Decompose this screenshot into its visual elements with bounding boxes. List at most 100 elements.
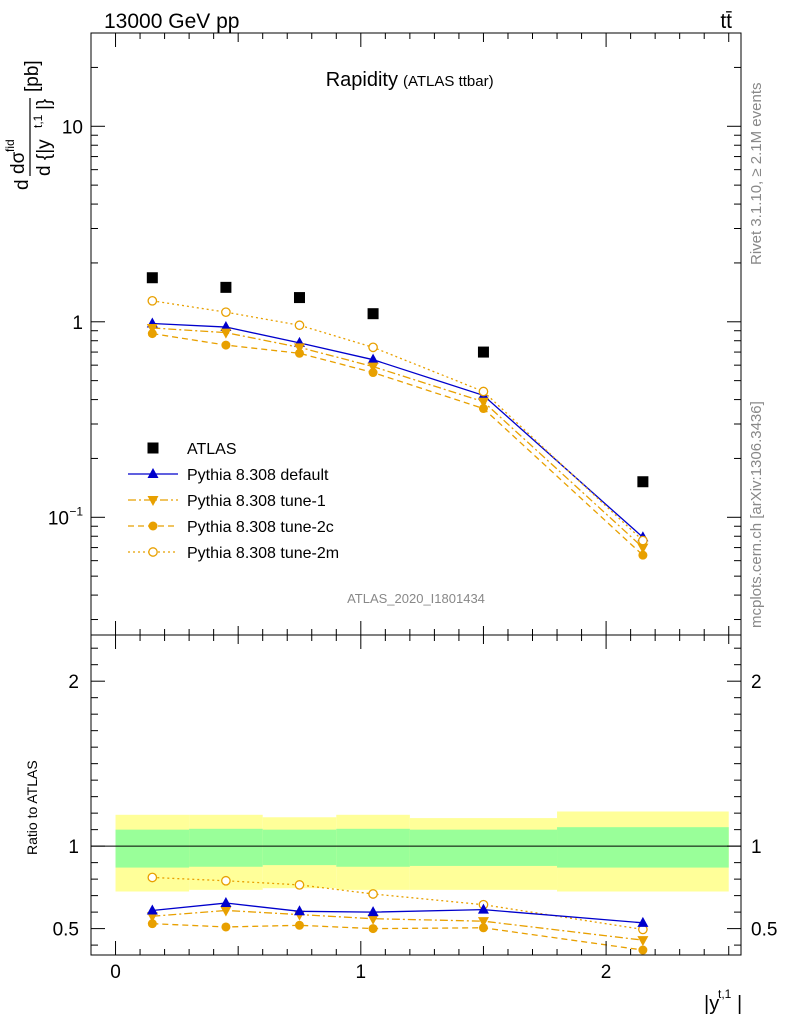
series-line-pythia-8-308-tune-1 bbox=[152, 327, 644, 549]
ratio-point-pythia-8-308-default bbox=[146, 904, 158, 915]
legend-label-pythia-8-308-tune-2m: Pythia 8.308 tune-2m bbox=[187, 545, 339, 562]
data-point-pythia-8-308-tune-2m bbox=[638, 535, 648, 546]
ratio-line-pythia-8-308-tune-2m bbox=[152, 876, 643, 931]
data-point-pythia-8-308-tune-1 bbox=[637, 543, 649, 554]
uncertainty-band-inner bbox=[262, 829, 337, 866]
ratio-point-pythia-8-308-default bbox=[477, 903, 489, 914]
ratio-panel-frame bbox=[90, 634, 742, 956]
ratio-y-tick-label: 2 bbox=[68, 672, 79, 693]
main-panel-series bbox=[146, 272, 649, 560]
legend-marker-pythia-8-308-tune-2c bbox=[148, 521, 158, 531]
x-axis-label-main: |y bbox=[704, 993, 719, 1015]
ratio-point-pythia-8-308-tune-2c bbox=[147, 919, 157, 929]
main-y-label-denominator-tail: |} bbox=[34, 99, 55, 110]
ratio-point-pythia-8-308-default bbox=[637, 916, 649, 927]
series-line-pythia-8-308-default bbox=[152, 322, 644, 538]
ratio-point-pythia-8-308-default bbox=[220, 897, 232, 908]
data-point-pythia-8-308-tune-1 bbox=[220, 328, 232, 339]
data-point-atlas bbox=[477, 346, 489, 358]
y-tick-label: 1 bbox=[72, 313, 83, 334]
x-axis-label: |y t,1 | bbox=[704, 987, 742, 1015]
main-y-label-d-top: d bbox=[12, 179, 33, 190]
x-tick-label: 0 bbox=[110, 962, 121, 983]
data-point-atlas bbox=[637, 476, 649, 488]
data-point-pythia-8-308-tune-2m bbox=[478, 386, 489, 397]
data-point-pythia-8-308-tune-2c bbox=[147, 329, 157, 339]
ratio-point-pythia-8-308-tune-2m bbox=[221, 875, 231, 886]
data-point-atlas bbox=[146, 272, 158, 284]
main-y-label-denominator: d {|y bbox=[34, 139, 55, 176]
legend-label-pythia-8-308-tune-2c: Pythia 8.308 tune-2c bbox=[187, 519, 334, 536]
ratio-point-pythia-8-308-tune-2c bbox=[478, 923, 488, 933]
data-point-pythia-8-308-tune-2c bbox=[221, 340, 231, 350]
ratio-panel-bands bbox=[91, 811, 741, 892]
ratio-point-pythia-8-308-tune-1 bbox=[637, 936, 649, 947]
legend-marker-pythia-8-308-default bbox=[147, 468, 159, 478]
ratio-point-pythia-8-308-tune-1 bbox=[477, 917, 489, 928]
data-point-pythia-8-308-tune-1 bbox=[293, 343, 305, 354]
ratio-point-pythia-8-308-tune-2c bbox=[638, 945, 648, 955]
main-y-label-denominator-sup: t,1 bbox=[31, 114, 45, 128]
ratio-line-pythia-8-308-tune-2c bbox=[152, 923, 643, 951]
y-tick-label-exponent: −1 bbox=[69, 504, 83, 518]
ratio-point-pythia-8-308-default bbox=[293, 905, 305, 916]
x-axis-label-tail: | bbox=[737, 993, 742, 1015]
ratio-point-pythia-8-308-tune-2m bbox=[368, 889, 378, 899]
x-tick-label: 2 bbox=[601, 962, 612, 983]
x-tick-label: 1 bbox=[356, 962, 367, 983]
data-point-atlas bbox=[220, 281, 232, 293]
main-y-label: d dσ fid d {|y t,1 |} [pb] bbox=[3, 60, 55, 190]
ratio-panel-series bbox=[146, 872, 649, 955]
data-point-pythia-8-308-tune-2c bbox=[638, 550, 648, 560]
data-point-atlas bbox=[367, 308, 379, 320]
ratio-point-pythia-8-308-default bbox=[367, 906, 379, 917]
ratio-point-pythia-8-308-tune-1 bbox=[146, 912, 158, 923]
uncertainty-band-inner bbox=[115, 829, 190, 868]
data-point-pythia-8-308-default bbox=[220, 321, 232, 332]
x-axis-label-sup: t,1 bbox=[718, 987, 732, 1001]
y-tick-label: 10 bbox=[48, 508, 69, 529]
uncertainty-band-inner bbox=[557, 827, 729, 868]
data-point-pythia-8-308-tune-2c bbox=[368, 368, 378, 378]
main-y-label-unit: [pb] bbox=[22, 60, 43, 92]
ratio-point-pythia-8-308-tune-2c bbox=[294, 920, 304, 930]
analysis-watermark: ATLAS_2020_I1801434 bbox=[347, 591, 485, 606]
ratio-line-pythia-8-308-default bbox=[152, 902, 643, 924]
data-point-pythia-8-308-tune-2m bbox=[368, 342, 378, 353]
data-point-pythia-8-308-tune-2c bbox=[478, 404, 488, 414]
data-point-pythia-8-308-tune-2m bbox=[294, 320, 305, 331]
data-point-pythia-8-308-tune-2c bbox=[294, 348, 304, 358]
chart-subtitle: (ATLAS ttbar) bbox=[403, 73, 494, 90]
data-point-pythia-8-308-tune-1 bbox=[367, 362, 379, 373]
data-point-pythia-8-308-tune-1 bbox=[477, 397, 489, 408]
ratio-point-pythia-8-308-tune-2c bbox=[368, 924, 378, 934]
data-point-pythia-8-308-default bbox=[367, 353, 379, 364]
ratio-y-label: Ratio to ATLAS bbox=[24, 760, 40, 855]
data-point-atlas bbox=[293, 292, 305, 304]
main-y-label-numerator-sup: fid bbox=[3, 139, 17, 152]
series-line-pythia-8-308-tune-2m bbox=[152, 300, 644, 542]
ratio-point-pythia-8-308-tune-1 bbox=[220, 906, 232, 917]
ratio-point-pythia-8-308-tune-2m bbox=[147, 872, 158, 883]
legend-label-pythia-8-308-default: Pythia 8.308 default bbox=[187, 467, 329, 484]
ratio-y-tick-label-right: 0.5 bbox=[751, 920, 777, 941]
legend-label-pythia-8-308-tune-1: Pythia 8.308 tune-1 bbox=[187, 493, 326, 510]
ratio-y-tick-label-right: 1 bbox=[751, 837, 762, 858]
ratio-panel-axes: 0.5 0.5 1 1 2 2 0 1 2 bbox=[53, 635, 777, 983]
y-tick-label: 10 bbox=[62, 117, 83, 138]
process-label: tt̄ bbox=[720, 10, 732, 33]
mcplots-label: mcplots.cern.ch [arXiv:1306.3436] bbox=[748, 401, 765, 628]
chart-title: Rapidity bbox=[326, 69, 398, 91]
data-point-pythia-8-308-tune-2m bbox=[147, 295, 158, 306]
ratio-point-pythia-8-308-tune-2c bbox=[221, 922, 231, 932]
ratio-point-pythia-8-308-tune-1 bbox=[367, 914, 379, 925]
uncertainty-band-inner bbox=[336, 828, 410, 867]
ratio-line-pythia-8-308-tune-1 bbox=[152, 909, 643, 941]
uncertainty-band-inner bbox=[189, 828, 263, 867]
main-y-label-numerator: dσ bbox=[8, 151, 29, 174]
uncertainty-band-inner bbox=[409, 829, 558, 866]
ratio-y-tick-label: 1 bbox=[68, 837, 79, 858]
ratio-point-pythia-8-308-tune-2m bbox=[294, 880, 305, 890]
